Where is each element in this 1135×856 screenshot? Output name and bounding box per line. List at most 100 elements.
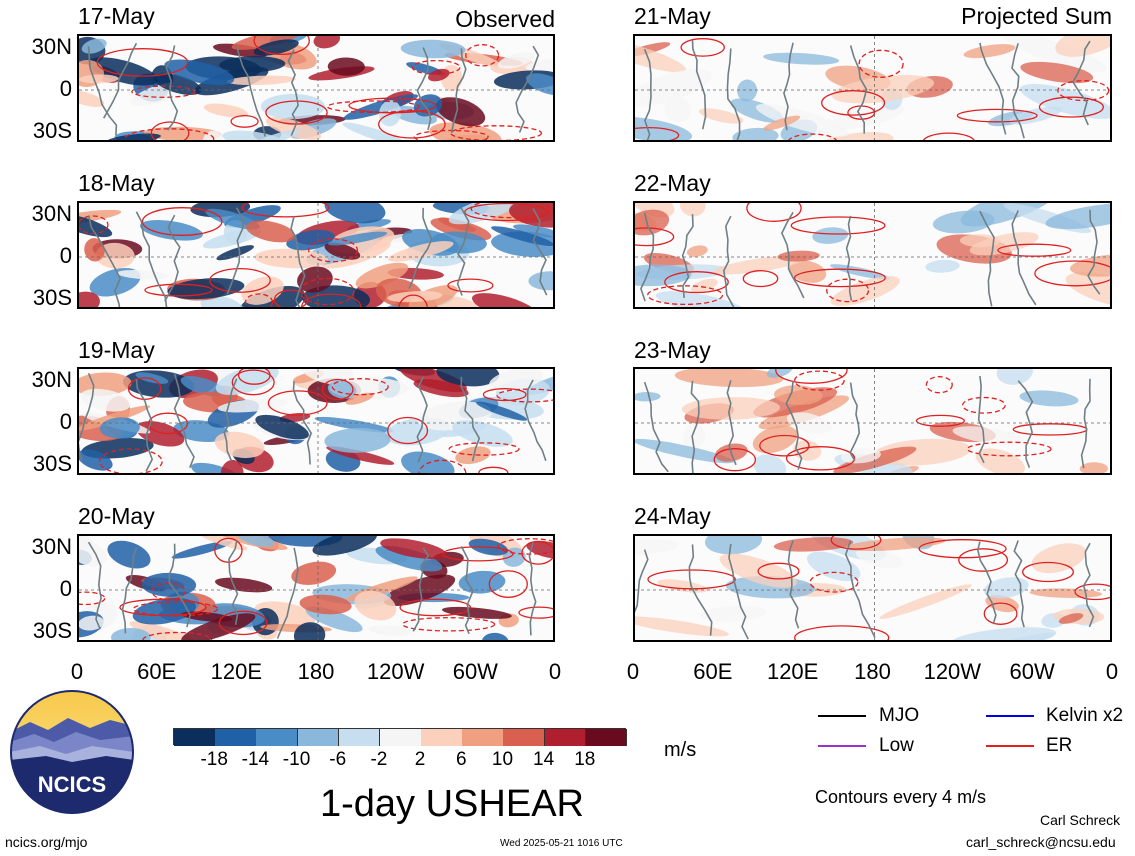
shear-anomaly-blob <box>436 97 486 127</box>
shear-anomaly-blob <box>143 126 222 140</box>
legend-line-er <box>986 745 1034 747</box>
er-contour <box>398 294 428 307</box>
shear-anomaly-blob <box>452 420 513 447</box>
er-contour <box>267 390 328 416</box>
panel-date-21-may: 21-May <box>634 3 711 29</box>
coastline <box>168 543 191 628</box>
er-contour <box>809 571 859 593</box>
coastline <box>1017 380 1034 468</box>
shear-anomaly-blob <box>755 103 849 137</box>
coastline <box>688 544 713 636</box>
shear-anomaly-blob <box>248 129 301 140</box>
shear-anomaly-blob <box>203 103 249 118</box>
coastline <box>1011 43 1025 139</box>
shear-anomaly-blob <box>219 56 286 73</box>
er-contour <box>348 97 437 114</box>
er-contour <box>150 121 190 140</box>
shear-anomaly-blob <box>476 401 528 421</box>
er-contour <box>399 598 472 617</box>
er-contour <box>132 601 219 617</box>
colorbar-tick-label: 6 <box>455 749 467 770</box>
lon-tick-label: 120W <box>923 659 982 684</box>
coastline <box>979 42 1007 135</box>
coastline <box>165 45 179 131</box>
coastline <box>681 214 694 298</box>
shear-anomaly-blob <box>200 295 245 307</box>
coastline <box>845 215 853 301</box>
er-contour <box>680 38 725 57</box>
er-contour <box>961 396 1006 414</box>
er-contour <box>413 129 489 140</box>
er-contour <box>821 90 886 116</box>
shear-anomaly-blob <box>700 605 767 622</box>
coastline <box>235 45 266 137</box>
coastline <box>135 379 154 472</box>
legend-label-mjo: MJO <box>879 705 920 726</box>
shear-anomaly-blob <box>681 397 780 420</box>
shear-anomaly-blob <box>952 426 1023 445</box>
shear-anomaly-blob <box>286 229 335 251</box>
er-contour <box>759 434 810 457</box>
footer-url[interactable]: ncics.org/mjo <box>5 834 88 850</box>
legend-label-kelvin: Kelvin x2 <box>1046 705 1124 726</box>
footer-author: Carl Schreck <box>1040 812 1121 828</box>
er-contour <box>521 541 553 565</box>
shear-anomaly-blob <box>380 538 447 560</box>
er-contour <box>411 59 461 75</box>
er-contour <box>450 125 543 140</box>
er-contour <box>448 442 520 456</box>
coastline <box>726 48 741 140</box>
er-contour <box>142 631 213 640</box>
shear-anomaly-blob <box>164 59 235 86</box>
shear-anomaly-blob <box>1055 36 1110 57</box>
shear-anomaly-blob <box>777 250 820 262</box>
shear-anomaly-blob <box>704 536 763 555</box>
coastline <box>787 540 800 629</box>
shear-anomaly-blob <box>831 75 935 104</box>
er-contour <box>1038 96 1104 118</box>
shear-anomaly-blob <box>79 291 100 307</box>
colorbar-tick-label: -18 <box>200 749 228 770</box>
shear-anomaly-blob <box>774 385 823 405</box>
shear-anomaly-blob <box>509 203 553 228</box>
coastline <box>640 212 655 302</box>
er-contour <box>464 203 549 222</box>
colorbar <box>173 728 628 746</box>
shear-anomaly-blob <box>327 57 365 76</box>
coastline <box>228 540 239 625</box>
projected-sum-header: Projected Sum <box>961 3 1112 29</box>
er-contour <box>326 100 420 114</box>
colorbar-swatch <box>421 729 463 746</box>
er-contour <box>151 582 186 601</box>
shear-anomaly-blob <box>375 545 443 572</box>
colorbar-swatch <box>338 729 381 746</box>
footer-email[interactable]: carl_schreck@ncsu.edu <box>966 834 1116 850</box>
coastline <box>450 48 467 134</box>
er-contour <box>794 625 890 640</box>
panel-date-20-may: 20-May <box>78 503 155 529</box>
lat-tick-label: 0 <box>59 576 72 601</box>
er-contour <box>790 216 886 235</box>
shear-anomaly-blob <box>428 68 450 82</box>
shear-anomaly-blob <box>690 278 718 293</box>
shear-anomaly-blob <box>737 79 758 102</box>
er-contour <box>635 126 680 140</box>
shear-anomaly-blob <box>855 548 903 569</box>
coastline <box>223 378 238 462</box>
er-contour <box>757 562 800 580</box>
lat-tick-label: 30N <box>31 201 72 226</box>
shear-anomaly-blob <box>106 133 161 140</box>
legend-label-low: Low <box>879 735 914 756</box>
lon-tick-label: 0 <box>548 659 562 684</box>
shear-anomaly-blob <box>674 369 784 388</box>
shear-anomaly-blob <box>226 75 296 86</box>
lat-tick-label: 0 <box>59 409 72 434</box>
map-panel-18-may <box>77 201 555 309</box>
er-contour <box>1022 561 1074 583</box>
shear-anomaly-blob <box>635 538 679 556</box>
er-contour <box>647 285 724 306</box>
er-contour <box>1034 260 1110 287</box>
shear-anomaly-blob <box>1020 83 1110 119</box>
shear-anomaly-blob <box>231 36 301 50</box>
colorbar-swatch <box>462 729 504 746</box>
